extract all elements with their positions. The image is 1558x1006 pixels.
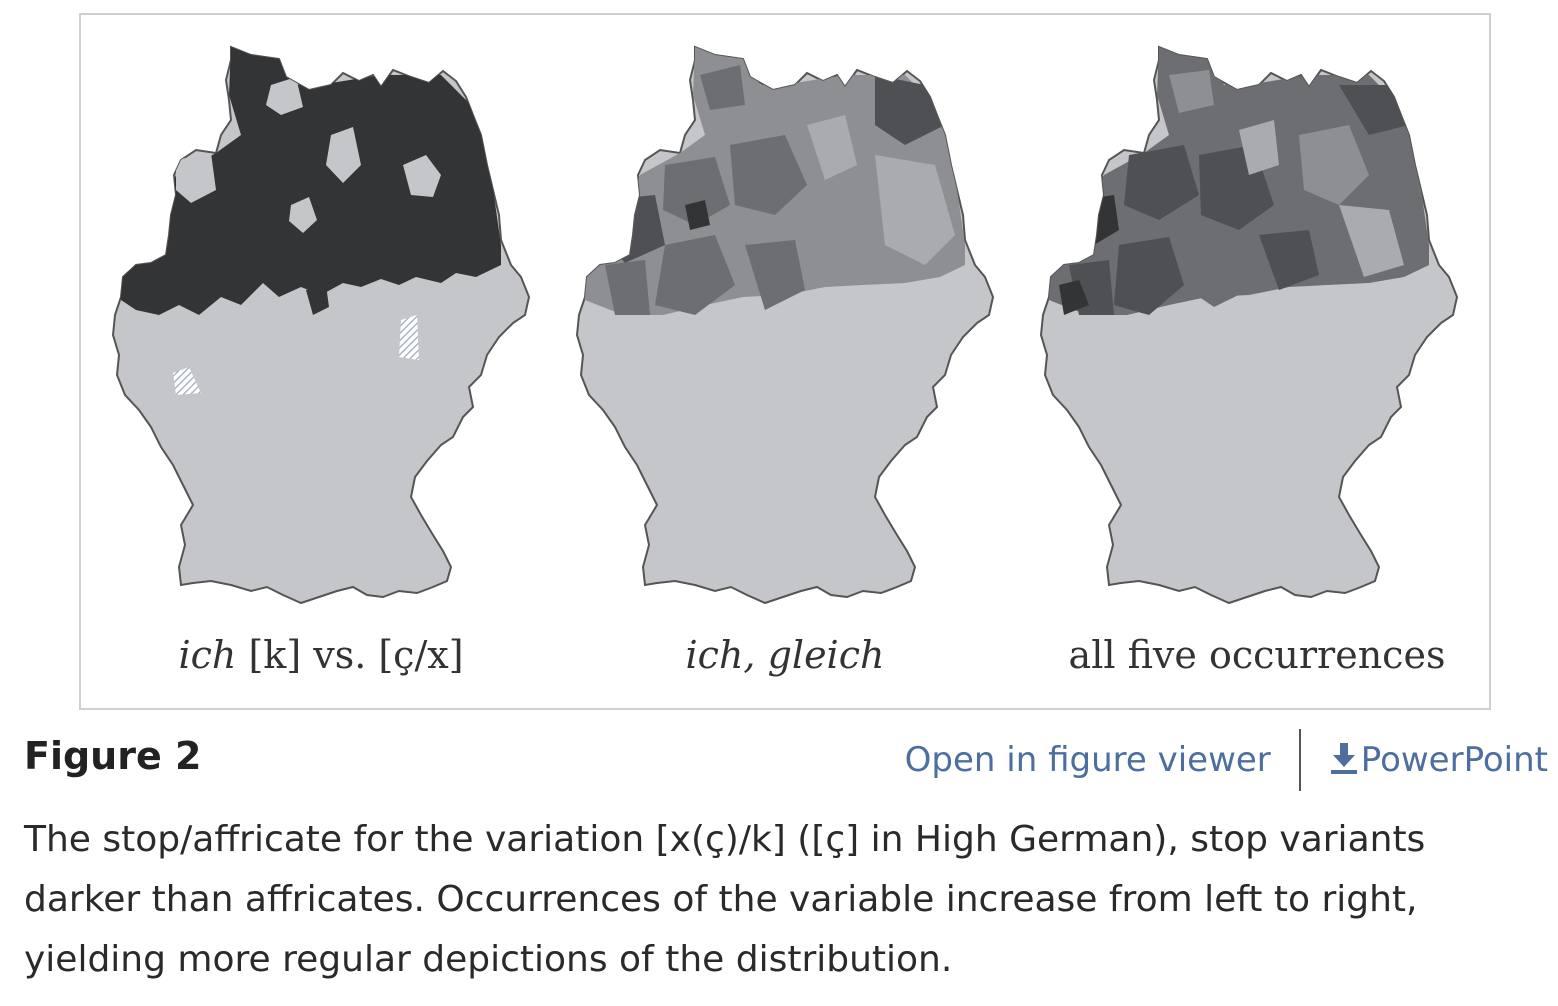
panel-1-label-rest: [k] vs. [ç/x]	[236, 633, 464, 677]
map-panel-3	[1040, 46, 1458, 604]
figure-title: Figure 2	[24, 734, 202, 778]
map-panel-2	[576, 46, 994, 604]
map-panel-1	[112, 46, 530, 604]
map-panels	[112, 46, 1458, 604]
download-icon	[1330, 743, 1357, 774]
caption-header: Figure 2 Open in figure viewer PowerPoin…	[24, 729, 1548, 791]
powerpoint-label: PowerPoint	[1360, 740, 1548, 780]
panel-1-label: ich [k] vs. [ç/x]	[178, 633, 463, 677]
figure-caption-text: The stop/affricate for the variation [x(…	[24, 819, 1426, 980]
open-figure-viewer-link[interactable]: Open in figure viewer	[904, 740, 1271, 780]
panel-2-label-italic: ich, gleich	[685, 633, 885, 677]
panel-3-label: all five occurrences	[1069, 633, 1446, 677]
panel-2-label: ich, gleich	[686, 633, 885, 677]
figure-actions: Open in figure viewer PowerPoint	[904, 729, 1548, 791]
powerpoint-download-link[interactable]: PowerPoint	[1329, 740, 1548, 780]
figure-frame[interactable]: ich [k] vs. [ç/x] ich, gleich all five o…	[79, 13, 1491, 710]
panel-3-label-rest: all five occurrences	[1068, 633, 1446, 677]
panel-1-label-italic: ich	[178, 633, 237, 677]
action-divider	[1298, 729, 1301, 791]
